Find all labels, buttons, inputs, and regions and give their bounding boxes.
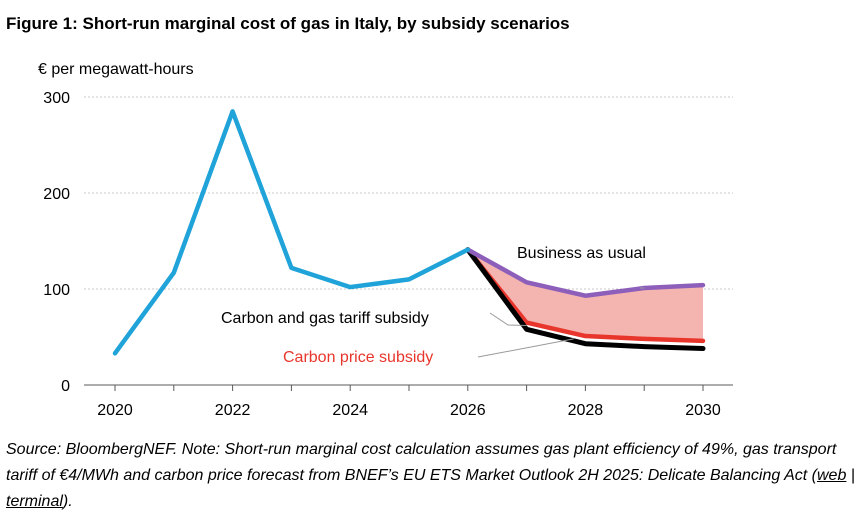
chart: 0 100 200 300 2020 2022 2024 2026 2028 2030 Busin…	[43, 90, 733, 419]
shaded-area-scenario-range	[467, 249, 703, 341]
series-line-carbon-price-subsidy	[465, 247, 706, 344]
series-line-business-as-usual	[465, 247, 706, 298]
y-tick-label-200: 200	[43, 186, 70, 203]
source-note: Source: BloombergNEF. Note: Short-run ma…	[6, 437, 862, 515]
y-tick-label-0: 0	[61, 378, 70, 395]
annotation-business-as-usual: Business as usual	[517, 245, 646, 262]
axes: 0 100 200 300 2020 2022 2024 2026 2028 2030	[43, 90, 733, 419]
annotation-leaders	[477, 287, 645, 358]
x-tick-label-2022: 2022	[215, 402, 251, 419]
leader-carbon-price-subsidy	[477, 338, 574, 358]
x-tick-label-2020: 2020	[97, 402, 133, 419]
figure-title: Figure 1: Short-run marginal cost of gas…	[6, 14, 570, 33]
x-tick-label-2028: 2028	[568, 402, 604, 419]
series-lines	[112, 109, 706, 356]
source-link-web[interactable]: web	[817, 467, 847, 484]
annotation-carbon-price-subsidy: Carbon price subsidy	[283, 349, 433, 366]
y-tick-label-300: 300	[43, 90, 70, 107]
source-link-terminal[interactable]: terminal	[6, 493, 63, 510]
x-tick-label-2030: 2030	[685, 402, 721, 419]
leader-carbon-gas-tariff-subsidy	[489, 312, 527, 326]
x-tick-label-2024: 2024	[332, 402, 368, 419]
annotation-carbon-gas-tariff-subsidy: Carbon and gas tariff subsidy	[221, 310, 429, 327]
y-tick-label-100: 100	[43, 282, 70, 299]
annotation-labels: Business as usual Carbon and gas tariff …	[221, 245, 646, 366]
x-tick-label-2026: 2026	[450, 402, 486, 419]
source-text: Source: BloombergNEF. Note: Short-run ma…	[6, 441, 837, 484]
shaded-area	[467, 249, 703, 341]
series-line-historical	[112, 109, 471, 356]
source-suffix: ).	[62, 493, 73, 510]
source-separator: |	[846, 467, 855, 484]
series-line-carbon-and-gas-tariff-subsidy	[465, 247, 706, 352]
y-axis-unit-label: € per megawatt-hours	[38, 61, 194, 78]
